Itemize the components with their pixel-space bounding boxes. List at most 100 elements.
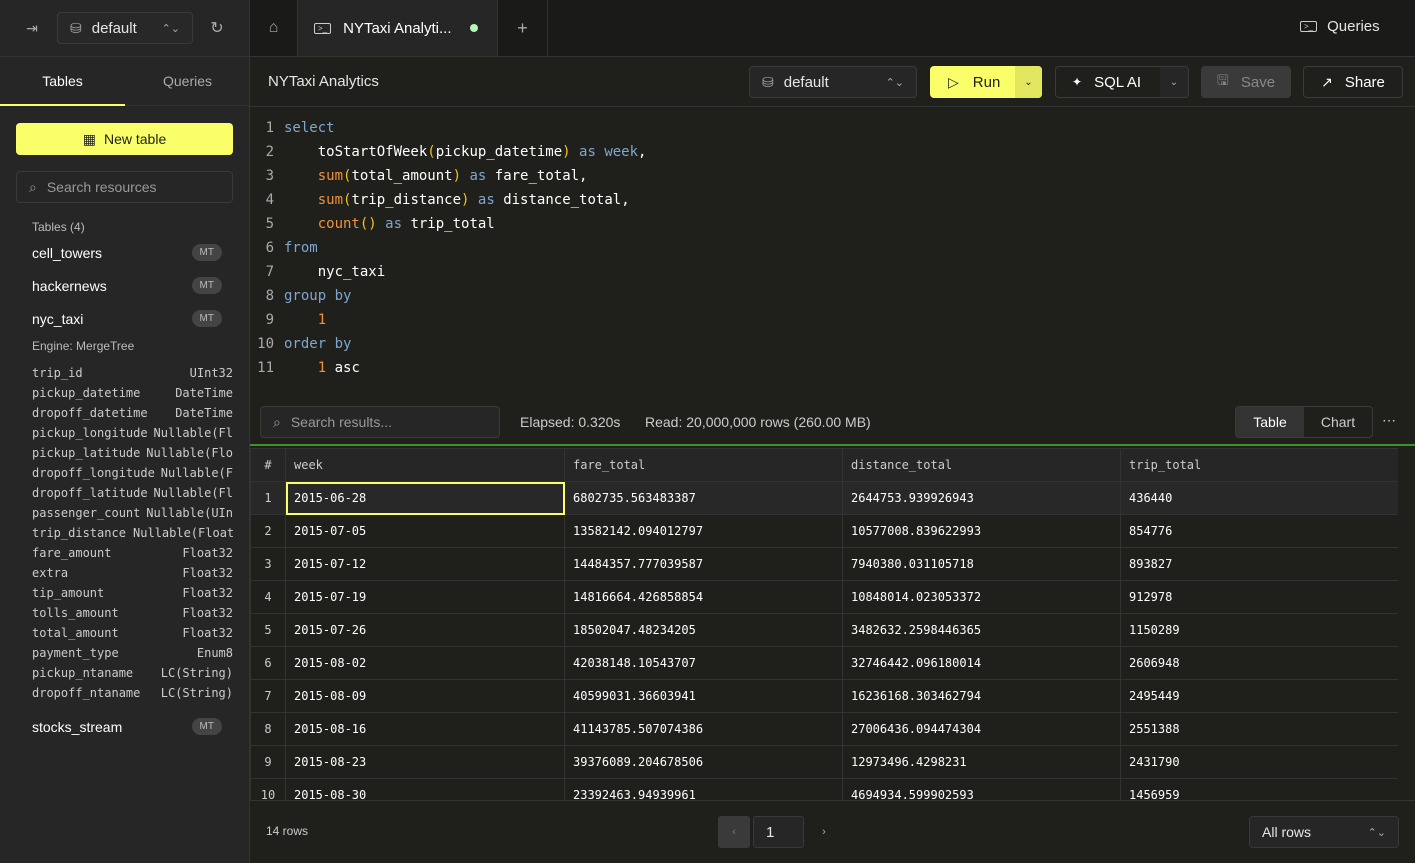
table-cell[interactable]: 10848014.023053372 [842,580,1121,614]
next-page-button[interactable]: › [822,826,826,838]
column-header[interactable]: trip_total [1120,448,1398,482]
table-cell[interactable]: 2015-07-12 [285,547,565,581]
table-cell[interactable]: 854776 [1120,514,1398,548]
column-item[interactable]: tip_amount Float32 [32,583,233,603]
table-cell[interactable]: 2606948 [1120,646,1398,680]
table-item-stocks-stream[interactable]: stocks_stream MT [32,718,222,735]
tab-tables[interactable]: Tables [0,57,125,106]
table-cell[interactable]: 14484357.777039587 [564,547,843,581]
table-cell[interactable]: 6802735.563483387 [564,481,843,515]
table-item-cell-towers[interactable]: cell_towers MT [32,244,222,261]
column-header[interactable]: week [285,448,565,482]
table-cell[interactable]: 2015-07-26 [285,613,565,647]
sql-editor[interactable]: 1 select 2 toStartOfWeek(pickup_datetime) … [250,108,1415,398]
column-item[interactable]: dropoff_longitude Nullable(F [32,463,233,483]
table-row[interactable]: 5 2015-07-26 18502047.48234205 3482632.2598… [250,613,1398,647]
table-cell[interactable]: 1150289 [1120,613,1398,647]
table-view-tab[interactable]: Table [1236,407,1304,437]
column-header[interactable]: distance_total [842,448,1121,482]
column-item[interactable]: dropoff_ntaname LC(String) [32,683,233,703]
column-item[interactable]: trip_distance Nullable(Float [32,523,233,543]
table-cell[interactable]: 23392463.94939961 [564,778,843,800]
column-item[interactable]: payment_type Enum8 [32,643,233,663]
table-cell[interactable]: 2015-08-16 [285,712,565,746]
column-item[interactable]: dropoff_latitude Nullable(Fl [32,483,233,503]
search-results-input[interactable]: ⌕ Search results... [260,406,500,438]
column-header[interactable]: fare_total [564,448,843,482]
table-item-hackernews[interactable]: hackernews MT [32,277,222,294]
run-button[interactable]: ▷ Run ⌄ [930,66,1042,98]
table-cell[interactable]: 2015-08-02 [285,646,565,680]
table-row[interactable]: 10 2015-08-30 23392463.94939961 4694934.599… [250,778,1398,800]
column-item[interactable]: fare_amount Float32 [32,543,233,563]
chart-view-tab[interactable]: Chart [1320,414,1356,430]
share-button[interactable]: ↗ Share [1303,66,1403,98]
table-cell[interactable]: 4694934.599902593 [842,778,1121,800]
table-row[interactable]: 7 2015-08-09 40599031.36603941 16236168.303… [250,679,1398,713]
new-table-button[interactable]: ▦ New table [16,123,233,155]
sql-ai-button[interactable]: ✦ SQL AI ⌄ [1055,66,1189,98]
column-item[interactable]: pickup_ntaname LC(String) [32,663,233,683]
table-cell[interactable]: 3482632.2598446365 [842,613,1121,647]
table-row[interactable]: 9 2015-08-23 39376089.204678506 12973496.42… [250,745,1398,779]
home-tab[interactable]: ⌂ [250,0,298,56]
table-cell[interactable]: 2015-07-05 [285,514,565,548]
new-tab-button[interactable]: + [498,0,548,56]
column-item[interactable]: extra Float32 [32,563,233,583]
column-item[interactable]: total_amount Float32 [32,623,233,643]
run-options-chevron-icon[interactable]: ⌄ [1015,66,1042,98]
table-cell[interactable]: 42038148.10543707 [564,646,843,680]
column-item[interactable]: trip_id UInt32 [32,363,233,383]
table-cell[interactable]: 2644753.939926943 [842,481,1121,515]
table-cell[interactable]: 1456959 [1120,778,1398,800]
table-cell[interactable]: 2015-08-09 [285,679,565,713]
table-cell[interactable]: 16236168.303462794 [842,679,1121,713]
queries-button[interactable]: >_ Queries [1300,18,1380,35]
query-title[interactable]: NYTaxi Analytics [268,73,379,90]
query-tab-active[interactable]: >_ NYTaxi Analyti... [298,0,498,56]
table-cell[interactable]: 40599031.36603941 [564,679,843,713]
table-cell[interactable]: 912978 [1120,580,1398,614]
page-number-input[interactable]: 1 [753,816,804,848]
table-row[interactable]: 1 2015-06-28 6802735.563483387 2644753.9399… [250,481,1398,515]
rows-per-page-select[interactable]: All rows ⌃⌄ [1249,816,1399,848]
table-cell[interactable]: 32746442.096180014 [842,646,1121,680]
database-select[interactable]: ⛁ default ⌃⌄ [57,12,193,44]
column-item[interactable]: tolls_amount Float32 [32,603,233,623]
table-cell[interactable]: 2015-07-19 [285,580,565,614]
table-cell[interactable]: 13582142.094012797 [564,514,843,548]
column-header[interactable]: # [250,448,286,482]
search-resources-input[interactable]: ⌕ Search resources [16,171,233,203]
column-item[interactable]: dropoff_datetime DateTime [32,403,233,423]
table-row[interactable]: 6 2015-08-02 42038148.10543707 32746442.096… [250,646,1398,680]
table-cell[interactable]: 18502047.48234205 [564,613,843,647]
table-cell[interactable]: 2015-08-23 [285,745,565,779]
table-cell[interactable]: 2495449 [1120,679,1398,713]
table-cell[interactable]: 10577008.839622993 [842,514,1121,548]
table-cell[interactable]: 436440 [1120,481,1398,515]
column-item[interactable]: pickup_latitude Nullable(Flo [32,443,233,463]
more-options-icon[interactable]: ⋯ [1382,412,1396,428]
collapse-sidebar-icon[interactable]: ⇥ [26,19,38,36]
column-item[interactable]: pickup_longitude Nullable(Fl [32,423,233,443]
table-row[interactable]: 2 2015-07-05 13582142.094012797 10577008.83… [250,514,1398,548]
query-database-select[interactable]: ⛁ default ⌃⌄ [749,66,917,98]
table-cell[interactable]: 2015-08-30 [285,778,565,800]
table-cell[interactable]: 7940380.031105718 [842,547,1121,581]
table-cell[interactable]: 12973496.4298231 [842,745,1121,779]
table-cell[interactable]: 2551388 [1120,712,1398,746]
sql-ai-options-chevron-icon[interactable]: ⌄ [1160,67,1188,97]
table-cell[interactable]: 41143785.507074386 [564,712,843,746]
table-item-nyc-taxi[interactable]: nyc_taxi MT [32,310,222,327]
tab-queries[interactable]: Queries [162,73,213,89]
table-cell[interactable]: 14816664.426858854 [564,580,843,614]
column-item[interactable]: pickup_datetime DateTime [32,383,233,403]
table-cell[interactable]: 893827 [1120,547,1398,581]
table-row[interactable]: 3 2015-07-12 14484357.777039587 7940380.031… [250,547,1398,581]
table-row[interactable]: 4 2015-07-19 14816664.426858854 10848014.02… [250,580,1398,614]
table-cell[interactable]: 39376089.204678506 [564,745,843,779]
refresh-icon[interactable]: ↻ [210,20,224,37]
table-cell[interactable]: 2015-06-28 [285,481,565,515]
table-cell[interactable]: 2431790 [1120,745,1398,779]
column-item[interactable]: passenger_count Nullable(UIn [32,503,233,523]
